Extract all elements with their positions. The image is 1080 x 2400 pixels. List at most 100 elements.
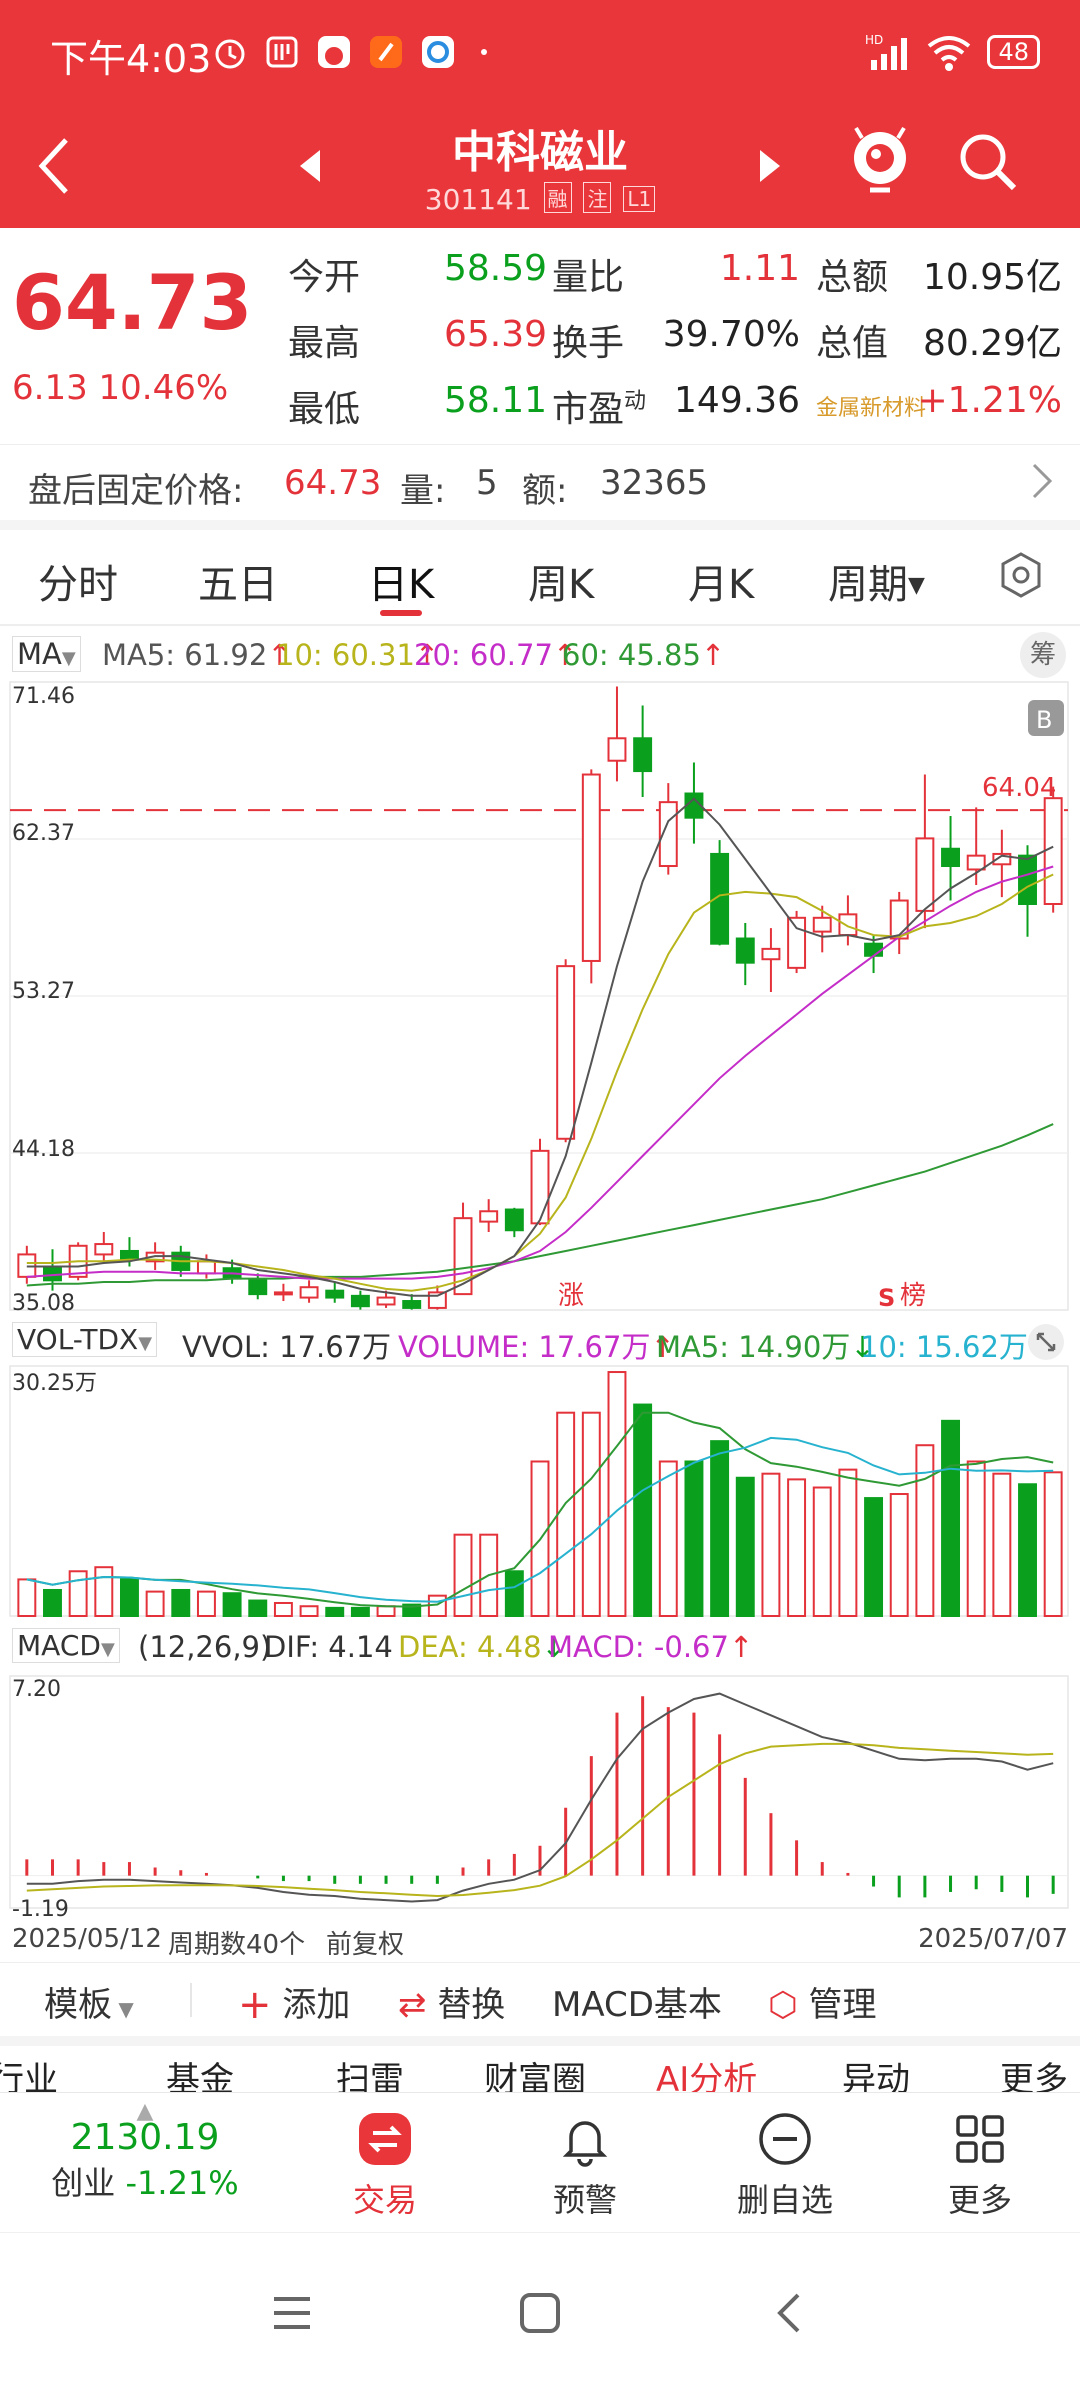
- candle-body: [761, 947, 781, 961]
- volume-bar: [402, 1603, 422, 1617]
- macd-params: (12,26,9): [138, 1630, 272, 1664]
- trade-label: 交易: [352, 2181, 417, 2219]
- template-label: 模板: [44, 1985, 112, 2025]
- macd-basic-button[interactable]: MACD基本: [552, 1985, 722, 2025]
- macd-value: MACD: -0.67↑: [548, 1630, 753, 1664]
- pe-label-text: 市盈: [552, 389, 625, 430]
- tab-weekly-k[interactable]: 周K: [528, 562, 595, 608]
- caret-down-icon: ▼: [112, 1997, 134, 2021]
- kline-chart[interactable]: 71.46 62.37 53.27 44.18 35.08 64.04 B 涨 …: [0, 680, 1080, 1918]
- ma5-text: MA5: 61.92: [102, 638, 268, 672]
- high-label: 最高: [288, 323, 361, 364]
- plus-icon: +: [238, 1982, 272, 2028]
- tab-fund[interactable]: 基金: [166, 2060, 234, 2092]
- tab-daily-k[interactable]: 日K: [368, 562, 435, 608]
- volume-bar: [992, 1472, 1012, 1618]
- tab-period-dropdown[interactable]: 周期▼: [828, 552, 925, 610]
- macd-name: MACD: [17, 1629, 101, 1662]
- battery-icon: 48: [987, 35, 1040, 69]
- volume-bar: [761, 1472, 781, 1618]
- tab-wealth-circle[interactable]: 财富圈: [484, 2060, 586, 2092]
- tab-ai-analysis[interactable]: AI分析: [656, 2060, 758, 2092]
- add-label: 添加: [282, 1985, 351, 2025]
- volume-bar: [710, 1440, 730, 1618]
- caret-up-icon: ▲: [136, 2099, 154, 2124]
- volume-value: VOLUME: 17.67万↑: [398, 1324, 675, 1366]
- next-stock-icon[interactable]: [756, 148, 784, 184]
- macd-indicator-select[interactable]: MACD▼: [12, 1628, 120, 1663]
- index-ticker[interactable]: ▲ 2130.19 创业 -1.21%: [40, 2099, 250, 2204]
- volume-name: VOL-TDX: [17, 1323, 139, 1356]
- tab-more[interactable]: 更多: [1000, 2060, 1068, 2092]
- replace-indicator-button[interactable]: ⇄ 替换: [398, 1977, 505, 2026]
- more-button[interactable]: 更多: [880, 2111, 1080, 2221]
- volume-bar: [556, 1411, 576, 1617]
- trade-button[interactable]: 交易: [285, 2111, 485, 2221]
- remove-watchlist-button[interactable]: 删自选: [685, 2111, 885, 2221]
- up-arrow-icon: ↑: [414, 638, 440, 672]
- home-icon[interactable]: [518, 2291, 562, 2335]
- prev-stock-icon[interactable]: [296, 148, 324, 184]
- wifi-icon: [928, 36, 971, 71]
- assistant-mascot-icon[interactable]: [848, 124, 912, 200]
- search-icon[interactable]: [956, 130, 1020, 194]
- candle-body: [248, 1279, 268, 1296]
- menu-icon[interactable]: [270, 2293, 314, 2333]
- alert-button[interactable]: 预警: [485, 2111, 685, 2221]
- ma20-value: 20: 60.77↑: [414, 638, 577, 672]
- template-button[interactable]: 模板 ▼: [44, 1977, 134, 2026]
- tab-monthly-k[interactable]: 月K: [688, 562, 755, 608]
- candle-body: [402, 1300, 422, 1309]
- back-arrow-icon[interactable]: [36, 134, 76, 198]
- period-label: 周期: [828, 562, 908, 608]
- after-hours-vol: 5: [476, 463, 498, 503]
- volume-bar: [812, 1486, 832, 1617]
- tab-intraday[interactable]: 分时: [38, 562, 118, 608]
- alert-label: 预警: [552, 2181, 617, 2219]
- volume-ratio-value: 1.11: [719, 248, 800, 289]
- tab-five-day[interactable]: 五日: [198, 562, 278, 608]
- macd-text: MACD: -0.67: [548, 1630, 729, 1664]
- replace-label: 替换: [437, 1985, 506, 2025]
- tab-industry[interactable]: 行业: [0, 2060, 58, 2092]
- expand-icon[interactable]: [1026, 1322, 1066, 1362]
- volume-bar: [43, 1588, 62, 1618]
- ma-legend: MA▼ MA5: 61.92↑ 10: 60.31↑ 20: 60.77↑ 60…: [0, 630, 1080, 680]
- after-hours-row[interactable]: 盘后固定价格: 64.73 量: 5 额: 32365: [0, 444, 1080, 530]
- ma-indicator-select[interactable]: MA▼: [12, 636, 81, 672]
- candle-body: [607, 737, 627, 762]
- candle-body: [119, 1249, 139, 1261]
- toolbar-divider: [190, 1983, 192, 2017]
- up-arrow-icon: ↑: [650, 1330, 675, 1364]
- vvol-value: VVOL: 17.67万: [182, 1330, 392, 1364]
- up-arrow-icon: ↑: [728, 1630, 754, 1664]
- ma20-text: 20: 60.77: [414, 638, 553, 672]
- sector-link[interactable]: 金属新材料: [816, 396, 927, 421]
- candle-body: [1043, 797, 1063, 905]
- tab-movement[interactable]: 异动: [842, 2060, 910, 2092]
- macd-axis-min: -1.19: [12, 1897, 69, 1918]
- candle-body: [992, 852, 1012, 866]
- volume-indicator-select[interactable]: VOL-TDX▼: [12, 1322, 158, 1357]
- more-notifications-icon: [481, 49, 487, 55]
- current-price: 64.73: [12, 258, 253, 347]
- chip-distribution-button[interactable]: 筹: [1020, 632, 1066, 678]
- volume-bar: [17, 1578, 37, 1618]
- volume-bar: [171, 1588, 191, 1618]
- back-nav-icon[interactable]: [774, 2291, 804, 2335]
- ma5-line: [26, 797, 1054, 1297]
- add-indicator-button[interactable]: + 添加: [238, 1977, 350, 2028]
- manage-button[interactable]: ⬡ 管理: [768, 1977, 877, 2026]
- buy-marker-box: [1028, 700, 1064, 736]
- volume-bar: [607, 1371, 627, 1618]
- ranking-marker: 榜: [900, 1281, 926, 1311]
- dif-line: [26, 1692, 1054, 1903]
- chart-settings-icon[interactable]: [996, 550, 1046, 600]
- candle-body: [479, 1210, 499, 1223]
- volume-bar: [941, 1419, 961, 1617]
- period-tabs: 分时 五日 日K 周K 月K 周期▼: [0, 530, 1080, 626]
- last-price-label: 64.04: [982, 773, 1056, 803]
- after-hours-label: 盘后固定价格:: [28, 471, 244, 511]
- tab-risk-scan[interactable]: 扫雷: [336, 2060, 404, 2092]
- stock-code: 301141: [424, 183, 532, 216]
